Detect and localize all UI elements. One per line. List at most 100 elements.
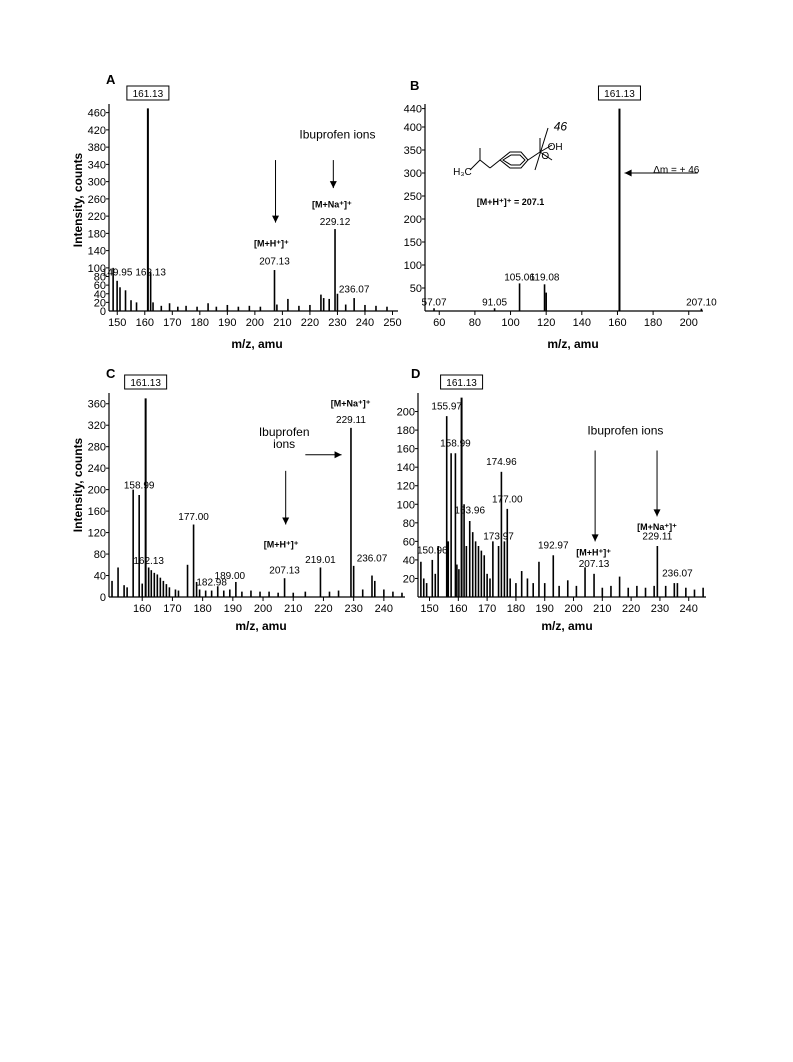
peak-label: 177.00	[492, 494, 523, 505]
base-peak-label-box	[124, 374, 168, 390]
x-tick-label: 180	[193, 603, 211, 615]
x-tick-label: 200	[254, 603, 272, 615]
base-peak-label: 161.13	[604, 89, 635, 100]
x-tick-label: 220	[314, 603, 332, 615]
y-axis-label-a: Intensity, counts	[71, 152, 85, 247]
peak-label: 155.97	[431, 402, 462, 413]
x-tick-label: 190	[224, 603, 242, 615]
annotation-text: Ibuprofen	[259, 425, 310, 439]
peak-label: 207.13	[579, 559, 610, 570]
y-tick-label: 320	[88, 420, 106, 432]
y-tick-label: 140	[397, 462, 415, 474]
y-tick-label: 200	[397, 407, 415, 419]
y-tick-label: 360	[88, 399, 106, 411]
peak-label: 91.05	[482, 297, 507, 308]
peak-label: 162.13	[135, 267, 166, 278]
y-tick-label: 250	[404, 191, 422, 203]
peak-label: 158.99	[124, 481, 155, 492]
y-tick-label: 440	[404, 104, 422, 116]
annotation-text: [M+Na⁺]⁺	[331, 398, 371, 408]
x-tick-label: 210	[593, 603, 611, 615]
x-tick-label: 210	[284, 603, 302, 615]
panel-d: 20 40 60 80 100 120 140 160 180 200 150 160 170 180 19…	[397, 374, 706, 615]
x-tick-label: 150	[420, 603, 438, 615]
x-tick-label: 210	[273, 317, 291, 329]
annotation-text: [M+Na⁺]⁺	[312, 200, 352, 210]
peak-label: 229.12	[320, 217, 351, 228]
x-tick-label: 230	[328, 317, 346, 329]
x-tick-label: 230	[651, 603, 669, 615]
peak-label: 189.00	[215, 571, 246, 582]
x-tick-label: 60	[433, 317, 445, 329]
peak-label: 207.13	[269, 566, 300, 577]
arrow-head	[282, 517, 290, 525]
base-peak-label: 161.13	[130, 378, 161, 389]
y-tick-label: 140	[88, 246, 106, 258]
panel-c: 40 80 120 160 200 240 280 320 360 0 160 170 180 190 20…	[88, 374, 405, 615]
y-tick-label: 280	[88, 442, 106, 454]
origin-label: 0	[100, 306, 106, 318]
base-peak-label: 161.13	[133, 89, 164, 100]
x-tick-label: 160	[133, 603, 151, 615]
y-tick-label: 120	[88, 528, 106, 540]
peak-label: 105.06	[504, 272, 535, 283]
y-tick-label: 120	[397, 481, 415, 493]
x-tick-label: 240	[356, 317, 374, 329]
peak-label: 119.08	[530, 272, 560, 283]
annotation-text: [M+H⁺]⁺	[264, 540, 299, 550]
panel-letter-c: C	[106, 366, 116, 381]
y-tick-label: 180	[397, 425, 415, 437]
x-tick-label: 160	[136, 317, 154, 329]
x-tick-label: 150	[108, 317, 126, 329]
x-tick-label: 160	[608, 317, 626, 329]
x-tick-label: 100	[501, 317, 519, 329]
y-tick-label: 380	[88, 142, 106, 154]
x-tick-label: 180	[507, 603, 525, 615]
x-tick-label: 180	[644, 317, 662, 329]
x-tick-label: 250	[383, 317, 401, 329]
annotation-text: Ibuprofen ions	[299, 128, 375, 142]
peak-label: 229.11	[336, 415, 366, 426]
x-axis-label-d: m/z, amu	[541, 619, 592, 633]
y-tick-label: 40	[94, 571, 106, 583]
y-axis-label-c: Intensity, counts	[71, 437, 85, 532]
arrow-head	[653, 509, 661, 517]
x-tick-label: 80	[469, 317, 481, 329]
peak-label: 162.13	[133, 556, 164, 567]
y-tick-label: 260	[88, 194, 106, 206]
x-axis-label-a: m/z, amu	[231, 337, 282, 351]
x-axis-label-c: m/z, amu	[235, 619, 286, 633]
peak-label: 182.98	[196, 577, 227, 588]
y-tick-label: 300	[88, 177, 106, 189]
peak-label: 236.07	[662, 568, 693, 579]
annotation-text: Ibuprofen ions	[587, 424, 663, 438]
x-tick-label: 170	[163, 317, 181, 329]
x-tick-label: 170	[163, 603, 181, 615]
annotation-text: Δm = + 46	[653, 165, 700, 176]
y-tick-label: 100	[404, 260, 422, 272]
y-tick-label: 100	[397, 499, 415, 511]
x-tick-label: 200	[564, 603, 582, 615]
x-axis-label-b: m/z, amu	[547, 337, 598, 351]
peak-label: 207.10	[686, 297, 717, 308]
y-tick-label: 350	[404, 145, 422, 157]
annotation-text: [M+H⁺]⁺ = 207.1	[477, 197, 545, 207]
y-tick-label: 400	[404, 122, 422, 134]
x-tick-label: 140	[573, 317, 591, 329]
y-tick-label: 160	[88, 506, 106, 518]
y-tick-label: 20	[94, 297, 106, 309]
x-tick-label: 230	[344, 603, 362, 615]
x-tick-label: 240	[375, 603, 393, 615]
arrow-head	[272, 215, 280, 223]
base-peak-label-box	[126, 85, 170, 101]
y-tick-label: 60	[94, 280, 106, 292]
annotation-text: [M+H⁺]⁺	[254, 238, 289, 248]
x-tick-label: 120	[537, 317, 555, 329]
y-tick-label: 20	[403, 573, 415, 585]
annotation-text: H₃C	[453, 167, 472, 178]
peak-label: 177.00	[178, 512, 209, 523]
annotation-text: OH	[548, 142, 563, 153]
y-tick-label: 100	[88, 263, 106, 275]
